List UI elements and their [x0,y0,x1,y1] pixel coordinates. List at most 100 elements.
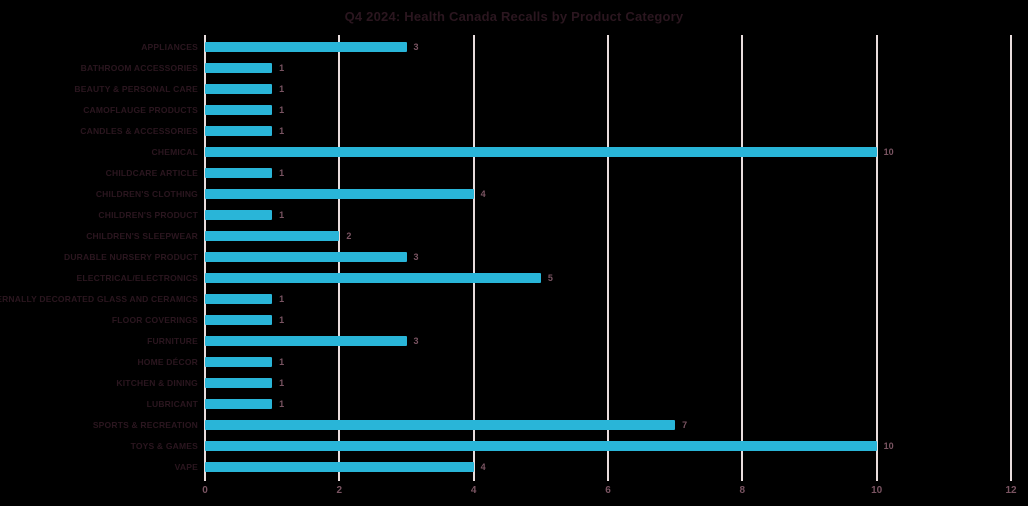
value-label: 4 [480,189,486,200]
category-label: FLOOR COVERINGS [111,314,198,325]
bar [205,252,407,262]
category-label: CHILDREN'S PRODUCT [98,210,198,221]
bar [205,356,273,367]
category-label: EXTERNALLY DECORATED GLASS AND CERAMICS [0,293,198,304]
bar [205,63,273,74]
bar [205,398,273,409]
category-label: CHILDREN'S CLOTHING [95,189,198,200]
chart-row: CHILDREN'S CLOTHING 4 [96,184,1011,205]
bar [205,105,273,116]
category-label: CHILDREN'S SLEEPWEAR [86,231,198,242]
value-label: 1 [279,314,285,325]
x-tick-label: 12 [1005,485,1017,496]
chart-row: CAMOFLAUGE PRODUCTS 1 [83,100,1011,121]
x-tick-label: 10 [871,485,883,496]
bar [205,210,273,221]
category-label: BATHROOM ACCESSORIES [80,63,198,74]
gridline-x-12 [1010,35,1012,481]
chart-row: HOME DÉCOR 1 [137,351,1011,372]
value-label: 1 [279,293,285,304]
gridline-x-4 [472,35,475,481]
value-label: 7 [682,419,688,430]
category-label: CAMOFLAUGE PRODUCTS [83,105,198,116]
category-label: LUBRICANT [146,398,198,409]
chart-row: APPLIANCES 3 [141,37,1011,58]
chart-row: CHILDREN'S PRODUCT 1 [98,205,1011,226]
value-label: 3 [413,252,419,262]
value-label: 1 [279,126,285,137]
bar [205,42,407,53]
value-label: 1 [279,63,285,74]
value-label: 1 [279,84,285,95]
value-label: 3 [413,335,419,346]
chart-row: SPORTS & RECREATION 7 [93,414,1011,435]
category-label: CHILDCARE ARTICLE [105,168,198,179]
gridline-x-6 [607,35,609,481]
bar [205,377,273,388]
chart-row: CANDLES & ACCESSORIES 1 [80,121,1011,142]
chart-row: CHEMICAL 10 [152,142,1011,163]
chart-row: LUBRICANT 1 [147,393,1011,414]
category-label: KITCHEN & DINING [116,377,198,388]
value-label: 10 [883,147,894,158]
chart-row: EXTERNALLY DECORATED GLASS AND CERAMICS 1 [0,288,1011,309]
chart-row: FLOOR COVERINGS 1 [112,309,1011,330]
x-tick-label: 8 [739,485,746,496]
value-label: 2 [346,231,352,242]
value-label: 1 [279,105,285,116]
value-label: 1 [279,168,285,179]
x-tick-label: 2 [336,485,343,496]
bar [205,231,340,242]
gridline-x-10 [875,35,878,481]
chart-row: BATHROOM ACCESSORIES 1 [81,58,1011,79]
bar [205,189,474,200]
value-label: 5 [547,272,553,283]
chart-row: ELECTRICAL/ELECTRONICS 5 [76,267,1011,288]
value-label: 4 [480,461,486,472]
value-label: 1 [279,377,285,388]
category-label: HOME DÉCOR [137,356,198,367]
chart-row: CHILDCARE ARTICLE 1 [106,163,1011,184]
bar [205,84,273,95]
bars-container: APPLIANCES 3 BATHROOM ACCESSORIES 1 BEAUTY &… [0,35,1011,481]
category-label: ELECTRICAL/ELECTRONICS [76,272,198,283]
bar [205,314,273,325]
bar [205,335,407,346]
x-tick-label: 4 [470,485,477,496]
category-label: SPORTS & RECREATION [92,419,198,430]
x-tick-label: 0 [202,485,208,496]
bar [205,168,273,179]
category-label: APPLIANCES [141,42,198,53]
bar [205,440,877,451]
chart-row: BEAUTY & PERSONAL CARE 1 [74,79,1011,100]
category-label: VAPE [174,461,198,472]
chart-row: VAPE 4 [175,456,1011,477]
category-label: CHEMICAL [151,147,198,158]
bar [205,461,474,472]
value-label: 1 [279,398,285,409]
x-tick-label: 6 [605,485,611,496]
x-axis: 0 2 4 6 8 10 12 [202,485,1016,499]
bar [205,147,877,158]
value-label: 1 [279,356,285,367]
category-label: CANDLES & ACCESSORIES [80,126,198,137]
value-label: 3 [413,42,419,53]
value-label: 1 [279,210,285,221]
bar [205,126,273,137]
bar [205,293,273,304]
category-label: DURABLE NURSERY PRODUCT [64,252,198,262]
chart-row: KITCHEN & DINING 1 [116,372,1011,393]
chart-row: CHILDREN'S SLEEPWEAR 2 [86,226,1011,247]
category-label: BEAUTY & PERSONAL CARE [74,84,198,95]
bar [205,419,676,430]
gridline-x-8 [741,35,744,481]
chart-row: FURNITURE 3 [147,330,1011,351]
plot-area: APPLIANCES 3 BATHROOM ACCESSORIES 1 BEAUTY &… [0,35,1017,496]
category-label: TOYS & GAMES [130,440,198,451]
chart-row: DURABLE NURSERY PRODUCT 3 [64,247,1011,268]
chart-title: Q4 2024: Health Canada Recalls by Produc… [344,9,684,24]
bar [205,272,541,283]
category-label: FURNITURE [147,335,198,346]
chart-row: TOYS & GAMES 10 [131,435,1011,456]
